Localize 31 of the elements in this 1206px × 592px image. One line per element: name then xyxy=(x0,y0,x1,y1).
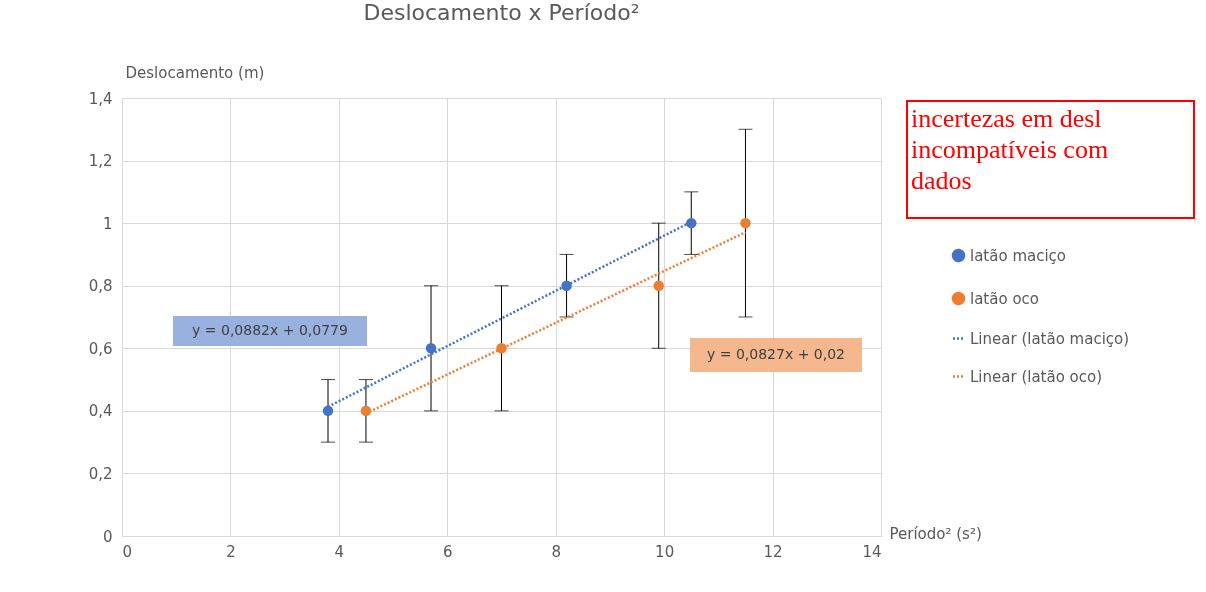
y-tick-label: 1,2 xyxy=(88,152,113,171)
x-tick-label: 2 xyxy=(226,542,236,561)
legend-label: latão maciço xyxy=(970,246,1067,265)
point xyxy=(425,343,437,354)
text: incertezas em desl incompatíveis com dados xyxy=(911,104,1109,195)
point xyxy=(740,217,751,229)
y-tick-label: 0,4 xyxy=(88,402,113,421)
y-tick-label: 0 xyxy=(102,527,113,546)
x-tick-label: 6 xyxy=(443,542,453,561)
x-tick-label: 8 xyxy=(551,542,561,561)
y-tick-label: 0,2 xyxy=(88,464,113,483)
x-tick-label: 12 xyxy=(763,542,783,561)
y-tick-label: 0,6 xyxy=(88,339,113,358)
annotation: y = 0,0882x + 0,0779 xyxy=(192,322,348,338)
y-tick-label: 0,8 xyxy=(88,277,113,296)
legend-label: latão oco xyxy=(970,289,1039,308)
x-tick-label: 10 xyxy=(655,542,675,561)
x-tick-label: 14 xyxy=(862,542,882,561)
point xyxy=(653,280,664,291)
legend-label: Linear (latão maciço) xyxy=(970,329,1130,348)
y-tick-label: 1 xyxy=(102,214,113,233)
point xyxy=(322,405,334,417)
y-axis-title: Deslocamento (m) xyxy=(125,63,265,82)
annotation: y = 0,0827x + 0,02 xyxy=(707,346,845,362)
y-tick-label: 1,4 xyxy=(88,89,113,108)
x-axis-title: Período² (s²) xyxy=(889,524,982,543)
point xyxy=(686,217,697,229)
chart-title: Deslocamento x Período² xyxy=(363,0,640,25)
x-tick-label: 0 xyxy=(122,542,133,561)
legend-label: Linear (latão oco) xyxy=(970,367,1103,386)
x-tick-label: 4 xyxy=(334,542,345,561)
